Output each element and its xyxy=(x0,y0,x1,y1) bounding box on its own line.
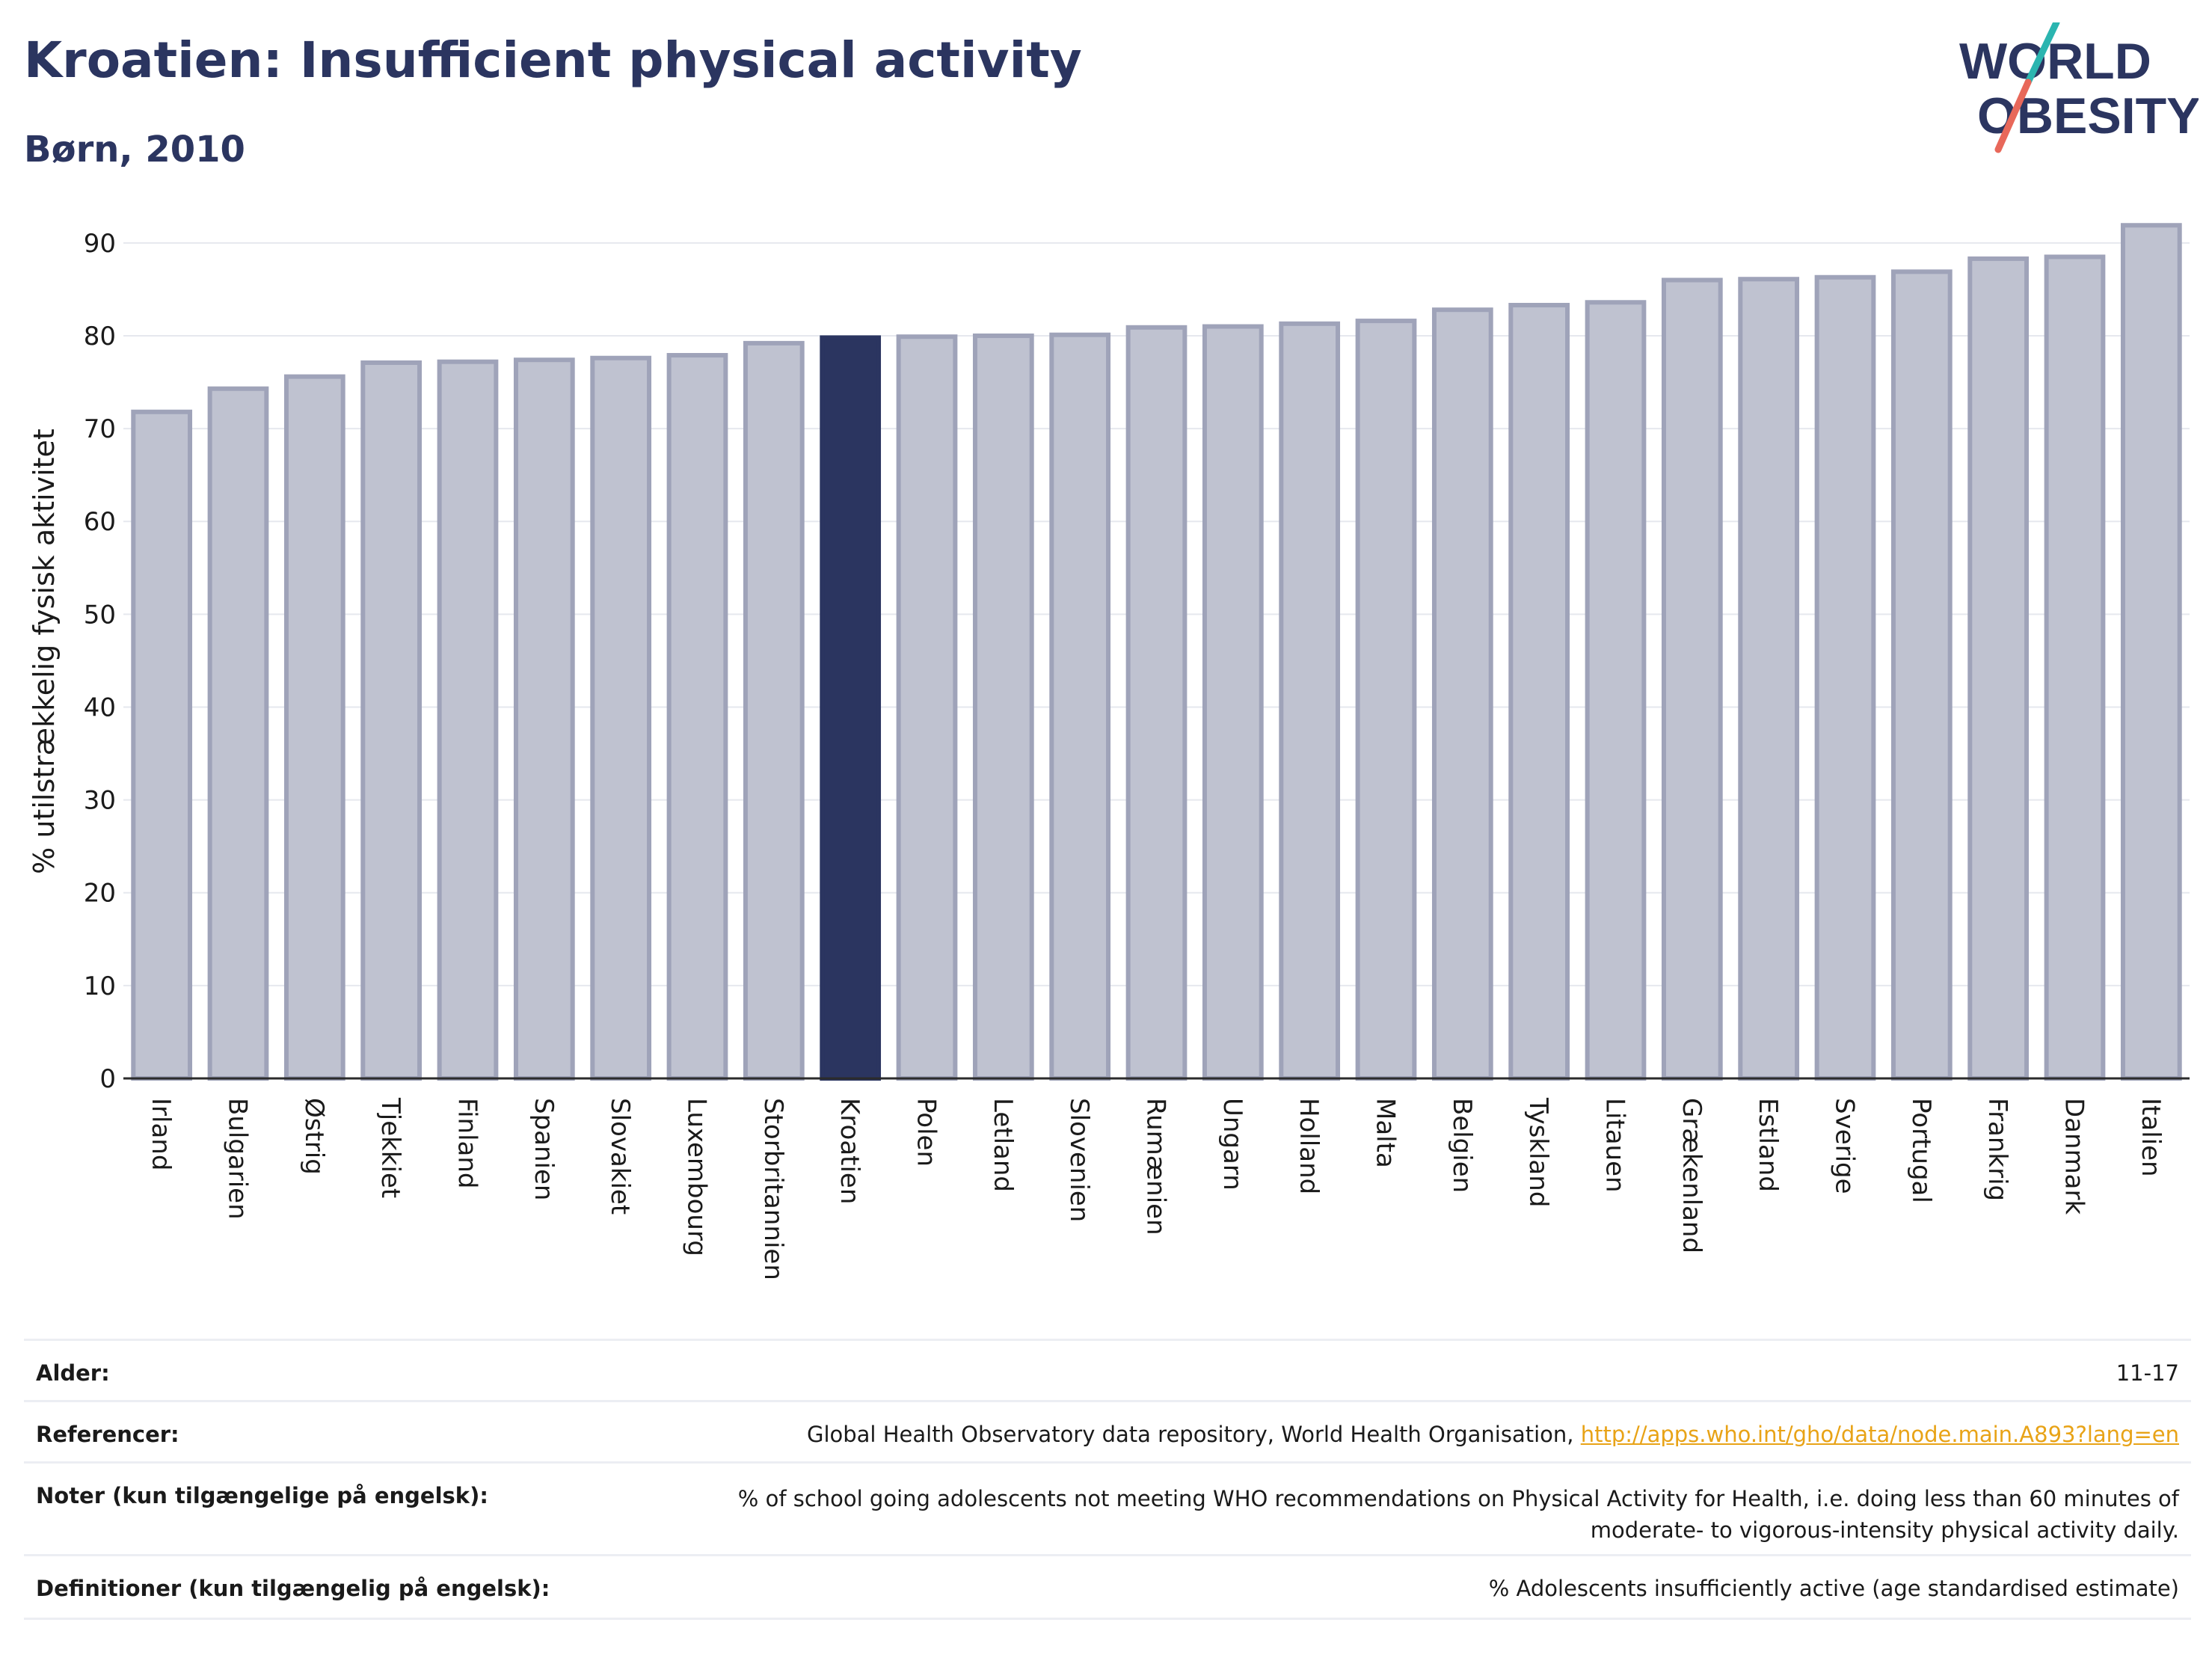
x-tick-label: Frankrig xyxy=(1982,1098,2012,1201)
x-axis-ticks: Irland Bulgarien Østrig Tjekkiet Finland Span… xyxy=(146,1097,2166,1280)
x-tick-label: Kroatien xyxy=(835,1098,864,1204)
chart-title: Kroatien: Insufficient physical activity xyxy=(24,31,1082,89)
bar xyxy=(1202,324,1264,1081)
references-text: Global Health Observatory data repositor… xyxy=(806,1422,1581,1447)
bar-chart: 0 10 20 30 40 50 60 70 80 90 Irland Bulgarien Østri… xyxy=(28,223,2190,1280)
age-label: Alder: xyxy=(36,1360,110,1386)
notes-value: % of school going adolescents not meetin… xyxy=(738,1483,2179,1546)
bar xyxy=(896,334,958,1081)
info-row-notes: Noter (kun tilgængelige på engelsk): % o… xyxy=(24,1461,2191,1555)
bar xyxy=(666,353,728,1081)
bar xyxy=(1814,274,1876,1081)
bar xyxy=(1585,300,1647,1081)
y-tick-label: 70 xyxy=(84,414,116,444)
x-tick-label: Rumænien xyxy=(1141,1098,1171,1235)
x-tick-label: Luxembourg xyxy=(682,1098,712,1256)
y-tick-label: 90 xyxy=(84,229,116,259)
bar xyxy=(1890,269,1953,1081)
y-tick-label: 20 xyxy=(84,879,116,909)
y-tick-label: 60 xyxy=(84,507,116,537)
x-tick-label: Belgien xyxy=(1447,1098,1477,1193)
bar xyxy=(743,340,805,1081)
y-tick-label: 40 xyxy=(84,693,116,722)
y-axis-title: % utilstrækkelig fysisk aktivitet xyxy=(28,429,61,874)
references-value: Global Health Observatory data repositor… xyxy=(807,1422,2179,1447)
x-tick-label: Litauen xyxy=(1600,1098,1630,1193)
references-link[interactable]: http://apps.who.int/gho/data/node.main.A… xyxy=(1580,1422,2179,1447)
y-tick-label: 80 xyxy=(84,322,116,351)
bar xyxy=(360,360,423,1081)
notes-label: Noter (kun tilgængelige på engelsk): xyxy=(36,1483,488,1508)
bar xyxy=(1738,277,1800,1081)
bar xyxy=(1508,302,1570,1081)
x-tick-label: Slovakiet xyxy=(605,1098,635,1215)
bar xyxy=(513,357,575,1081)
references-label: Referencer: xyxy=(36,1422,179,1447)
y-tick-label: 50 xyxy=(84,600,116,630)
x-tick-label: Grækenland xyxy=(1677,1098,1706,1253)
bar xyxy=(1279,321,1341,1081)
x-tick-label: Portugal xyxy=(1906,1098,1936,1203)
bar xyxy=(207,386,269,1081)
x-tick-label: Sverige xyxy=(1830,1098,1860,1194)
info-table: Alder: 11-17 Referencer: Global Health O… xyxy=(24,1339,2191,1638)
logo-word-world: WORLD xyxy=(1959,33,2151,90)
bars xyxy=(131,223,2182,1081)
info-row-definitions: Definitioner (kun tilgængelig på engelsk… xyxy=(24,1554,2191,1620)
x-tick-label: Letland xyxy=(988,1098,1018,1192)
x-tick-label: Polen xyxy=(912,1098,941,1167)
x-tick-label: Tjekkiet xyxy=(375,1097,405,1198)
bar-highlight xyxy=(820,335,882,1081)
world-obesity-logo: WORLD OBESITY xyxy=(1959,22,2199,153)
x-tick-label: Finland xyxy=(452,1098,482,1189)
x-tick-label: Irland xyxy=(146,1098,176,1170)
y-tick-label: 0 xyxy=(99,1064,116,1094)
x-tick-label: Østrig xyxy=(299,1098,329,1175)
y-axis-ticks: 0 10 20 30 40 50 60 70 80 90 xyxy=(84,229,116,1094)
bar xyxy=(2120,223,2182,1081)
bar xyxy=(131,409,193,1081)
info-row-age: Alder: 11-17 xyxy=(24,1339,2191,1401)
bar xyxy=(1049,332,1111,1081)
x-tick-label: Ungarn xyxy=(1217,1098,1247,1191)
x-tick-label: Malta xyxy=(1371,1098,1401,1168)
notes-line-1: % of school going adolescents not meetin… xyxy=(737,1486,2179,1511)
info-row-references: Referencer: Global Health Observatory da… xyxy=(24,1400,2191,1462)
bar xyxy=(283,374,345,1081)
x-tick-label: Danmark xyxy=(2059,1098,2089,1215)
bar xyxy=(972,333,1034,1081)
x-tick-label: Estland xyxy=(1753,1098,1783,1192)
definitions-label: Definitioner (kun tilgængelig på engelsk… xyxy=(36,1576,550,1601)
y-tick-label: 30 xyxy=(84,786,116,816)
bar xyxy=(1355,319,1417,1081)
bar xyxy=(1125,325,1188,1081)
logo-slash-teal xyxy=(2024,22,2060,86)
x-tick-label: Tyskland xyxy=(1523,1097,1553,1207)
bar xyxy=(437,359,499,1081)
notes-line-2: moderate- to vigorous-intensity physical… xyxy=(1590,1517,2179,1543)
age-value: 11-17 xyxy=(2116,1360,2179,1386)
bar xyxy=(590,355,652,1081)
definitions-value: % Adolescents insufficiently active (age… xyxy=(1488,1576,2179,1601)
x-tick-label: Holland xyxy=(1294,1098,1324,1194)
logo-slash-coral xyxy=(1994,79,2032,153)
x-tick-label: Bulgarien xyxy=(223,1098,253,1220)
x-tick-label: Italien xyxy=(2136,1098,2166,1177)
y-tick-label: 10 xyxy=(84,971,116,1001)
x-tick-label: Slovenien xyxy=(1064,1098,1094,1222)
bar xyxy=(1661,277,1723,1081)
x-tick-label: Storbritannien xyxy=(758,1098,788,1280)
bar xyxy=(2044,254,2106,1081)
chart-subtitle: Børn, 2010 xyxy=(24,129,245,171)
bar xyxy=(1967,256,2030,1081)
bar xyxy=(1431,307,1493,1081)
x-tick-label: Spanien xyxy=(529,1098,559,1200)
